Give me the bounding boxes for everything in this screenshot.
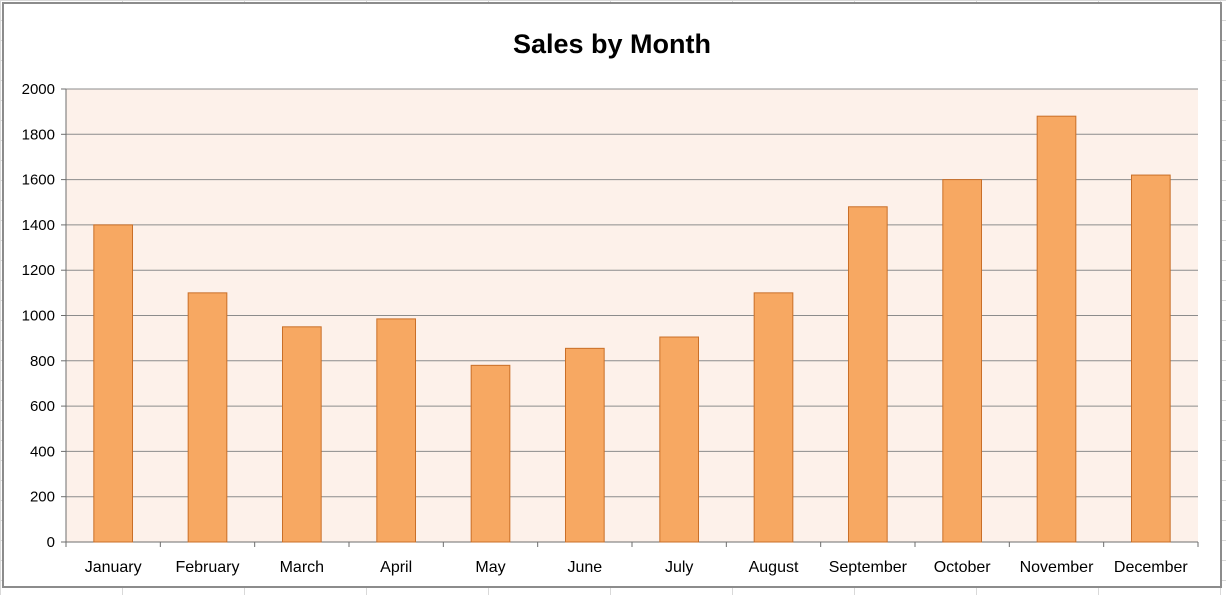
bar-april[interactable] xyxy=(376,318,417,543)
bar-march[interactable] xyxy=(281,326,322,543)
y-tick-label: 1600 xyxy=(22,172,55,189)
x-tick-label: December xyxy=(1114,559,1188,576)
bar-june[interactable] xyxy=(564,347,605,543)
bar-december[interactable] xyxy=(1130,174,1171,543)
bar-february[interactable] xyxy=(187,292,228,543)
x-tick-label: February xyxy=(175,559,239,576)
bar-november[interactable] xyxy=(1036,115,1077,543)
y-tick-label: 200 xyxy=(30,489,55,506)
x-tick-label: August xyxy=(749,559,799,576)
bar-september[interactable] xyxy=(847,206,888,543)
bars xyxy=(93,115,1171,543)
x-tick-label: June xyxy=(567,559,602,576)
y-tick-label: 1800 xyxy=(22,126,55,143)
x-tick-label: May xyxy=(475,559,505,576)
y-tick-label: 1200 xyxy=(22,262,55,279)
y-tick-label: 1400 xyxy=(22,217,55,234)
bar-may[interactable] xyxy=(470,364,511,543)
y-tick-label: 800 xyxy=(30,353,55,370)
x-tick-label: January xyxy=(85,559,142,576)
x-tick-labels: January February March April May June July Augu… xyxy=(85,559,1189,576)
bar-january[interactable] xyxy=(93,224,134,543)
bar-july[interactable] xyxy=(659,336,700,543)
y-tick-labels: 0 200 400 600 800 1000 1200 1400 1600 1800 2000 xyxy=(22,81,55,551)
y-tick-label: 600 xyxy=(30,398,55,415)
y-tick-label: 400 xyxy=(30,443,55,460)
bar-october[interactable] xyxy=(942,179,983,543)
y-tick-label: 0 xyxy=(47,534,55,551)
x-tick-label: September xyxy=(829,559,908,576)
x-tick-label: July xyxy=(665,559,693,576)
y-tick-label: 2000 xyxy=(22,81,55,98)
x-tick-label: April xyxy=(380,559,412,576)
x-tick-label: March xyxy=(280,559,324,576)
axes xyxy=(61,88,1199,547)
bar-august[interactable] xyxy=(753,292,794,543)
x-tick-label: October xyxy=(934,559,992,576)
chart-title: Sales by Month xyxy=(513,29,711,59)
x-tick-label: November xyxy=(1020,559,1094,576)
gridlines xyxy=(66,88,1198,498)
y-tick-label: 1000 xyxy=(22,308,55,325)
